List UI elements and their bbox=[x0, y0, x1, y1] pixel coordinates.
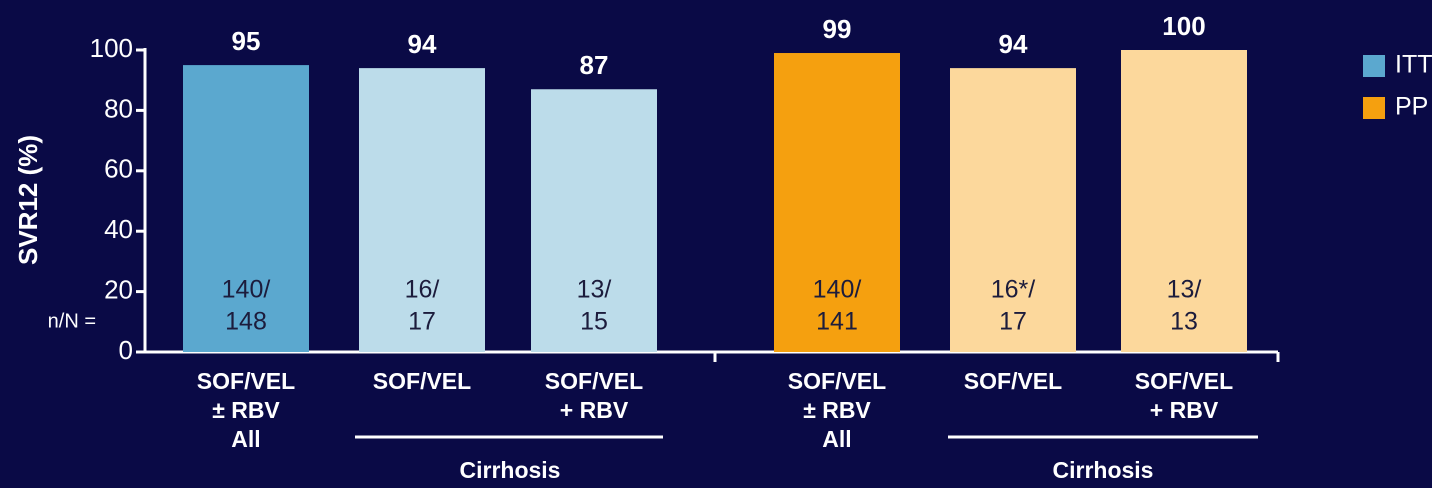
x-tick-label: SOF/VEL bbox=[545, 368, 643, 394]
y-axis-label: SVR12 (%) bbox=[13, 135, 43, 265]
legend-swatch bbox=[1363, 97, 1385, 119]
count-text: 141 bbox=[816, 308, 858, 336]
x-tick-label: + RBV bbox=[560, 397, 629, 423]
legend-label: PP bbox=[1395, 93, 1428, 121]
value-label: 95 bbox=[232, 26, 261, 56]
group-label: Cirrhosis bbox=[460, 457, 561, 483]
count-text: 17 bbox=[999, 308, 1027, 336]
x-tick-label: SOF/VEL bbox=[1135, 368, 1233, 394]
y-tick-label: 20 bbox=[104, 274, 133, 304]
bar bbox=[1121, 50, 1247, 352]
x-tick-label: SOF/VEL bbox=[964, 368, 1062, 394]
bar bbox=[950, 68, 1076, 353]
count-text: 15 bbox=[580, 308, 608, 336]
y-tick-label: 80 bbox=[104, 93, 133, 123]
value-label: 100 bbox=[1162, 11, 1205, 41]
x-tick-label: SOF/VEL bbox=[788, 368, 886, 394]
x-tick-label: All bbox=[822, 426, 851, 452]
x-tick-label: ± RBV bbox=[803, 397, 871, 423]
count-text: 13/ bbox=[1167, 276, 1202, 304]
x-tick-label: SOF/VEL bbox=[373, 368, 471, 394]
count-label: n/N = bbox=[48, 310, 96, 332]
count-text: 16/ bbox=[405, 276, 440, 304]
group-label: Cirrhosis bbox=[1053, 457, 1154, 483]
bar bbox=[774, 53, 900, 353]
legend-label: ITT bbox=[1395, 51, 1432, 79]
count-text: 140/ bbox=[222, 276, 271, 304]
x-tick-label: + RBV bbox=[1150, 397, 1219, 423]
x-tick-label: ± RBV bbox=[212, 397, 280, 423]
value-label: 87 bbox=[580, 50, 609, 80]
y-tick-label: 100 bbox=[90, 33, 133, 63]
bar bbox=[531, 89, 657, 352]
value-label: 99 bbox=[823, 14, 852, 44]
y-tick-label: 0 bbox=[119, 335, 133, 365]
x-tick-label: All bbox=[231, 426, 260, 452]
bar bbox=[183, 65, 309, 352]
count-text: 17 bbox=[408, 308, 436, 336]
count-text: 13 bbox=[1170, 308, 1198, 336]
value-label: 94 bbox=[999, 29, 1028, 59]
y-tick-label: 40 bbox=[104, 214, 133, 244]
count-text: 140/ bbox=[813, 276, 862, 304]
value-label: 94 bbox=[408, 29, 437, 59]
count-text: 148 bbox=[225, 308, 267, 336]
x-tick-label: SOF/VEL bbox=[197, 368, 295, 394]
count-text: 13/ bbox=[577, 276, 612, 304]
count-text: 16*/ bbox=[991, 276, 1036, 304]
y-tick-label: 60 bbox=[104, 154, 133, 184]
legend-swatch bbox=[1363, 55, 1385, 77]
bar bbox=[359, 68, 485, 353]
